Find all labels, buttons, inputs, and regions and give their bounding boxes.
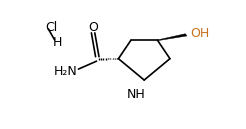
- Text: OH: OH: [190, 27, 209, 40]
- Text: H₂N: H₂N: [54, 65, 77, 78]
- Text: O: O: [89, 21, 99, 34]
- Text: H: H: [53, 36, 62, 49]
- Text: NH: NH: [127, 88, 146, 102]
- Text: Cl: Cl: [45, 21, 57, 34]
- Polygon shape: [157, 34, 187, 41]
